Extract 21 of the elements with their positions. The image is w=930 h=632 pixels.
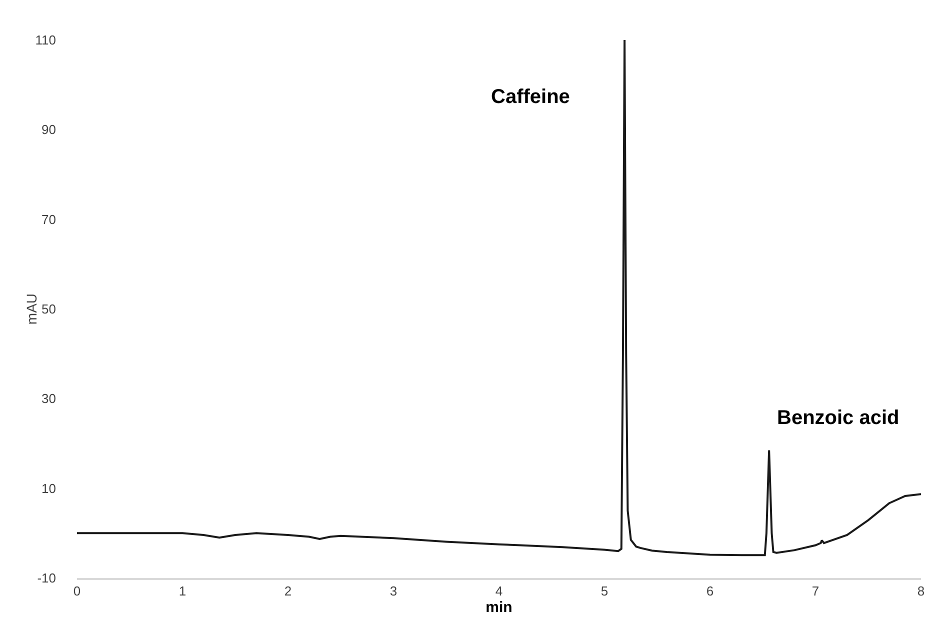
y-tick-label: -10 (37, 570, 56, 586)
y-tick-label: 50 (42, 302, 56, 317)
x-tick-label: 1 (178, 583, 186, 598)
x-tick-label: 4 (495, 583, 503, 598)
line-series (77, 40, 921, 556)
x-tick-label: 5 (600, 583, 608, 598)
annotation: Benzoic acid (777, 407, 900, 429)
y-tick-label: 30 (42, 391, 56, 406)
y-tick-label: 110 (35, 32, 56, 48)
x-tick-label: 6 (706, 583, 714, 598)
annotation: Caffeine (491, 86, 570, 108)
y-tick-label: 90 (42, 122, 56, 138)
x-axis-title: min (486, 598, 512, 616)
x-tick-label: 0 (73, 583, 81, 598)
x-tick-label: 7 (812, 583, 820, 598)
x-tick-label: 8 (917, 583, 925, 598)
y-tick-label: 10 (42, 480, 56, 496)
x-tick-label: 3 (390, 583, 398, 598)
y-axis-title: mAU (24, 293, 40, 325)
y-tick-label: 70 (42, 212, 56, 227)
x-tick-label: 2 (284, 583, 292, 598)
